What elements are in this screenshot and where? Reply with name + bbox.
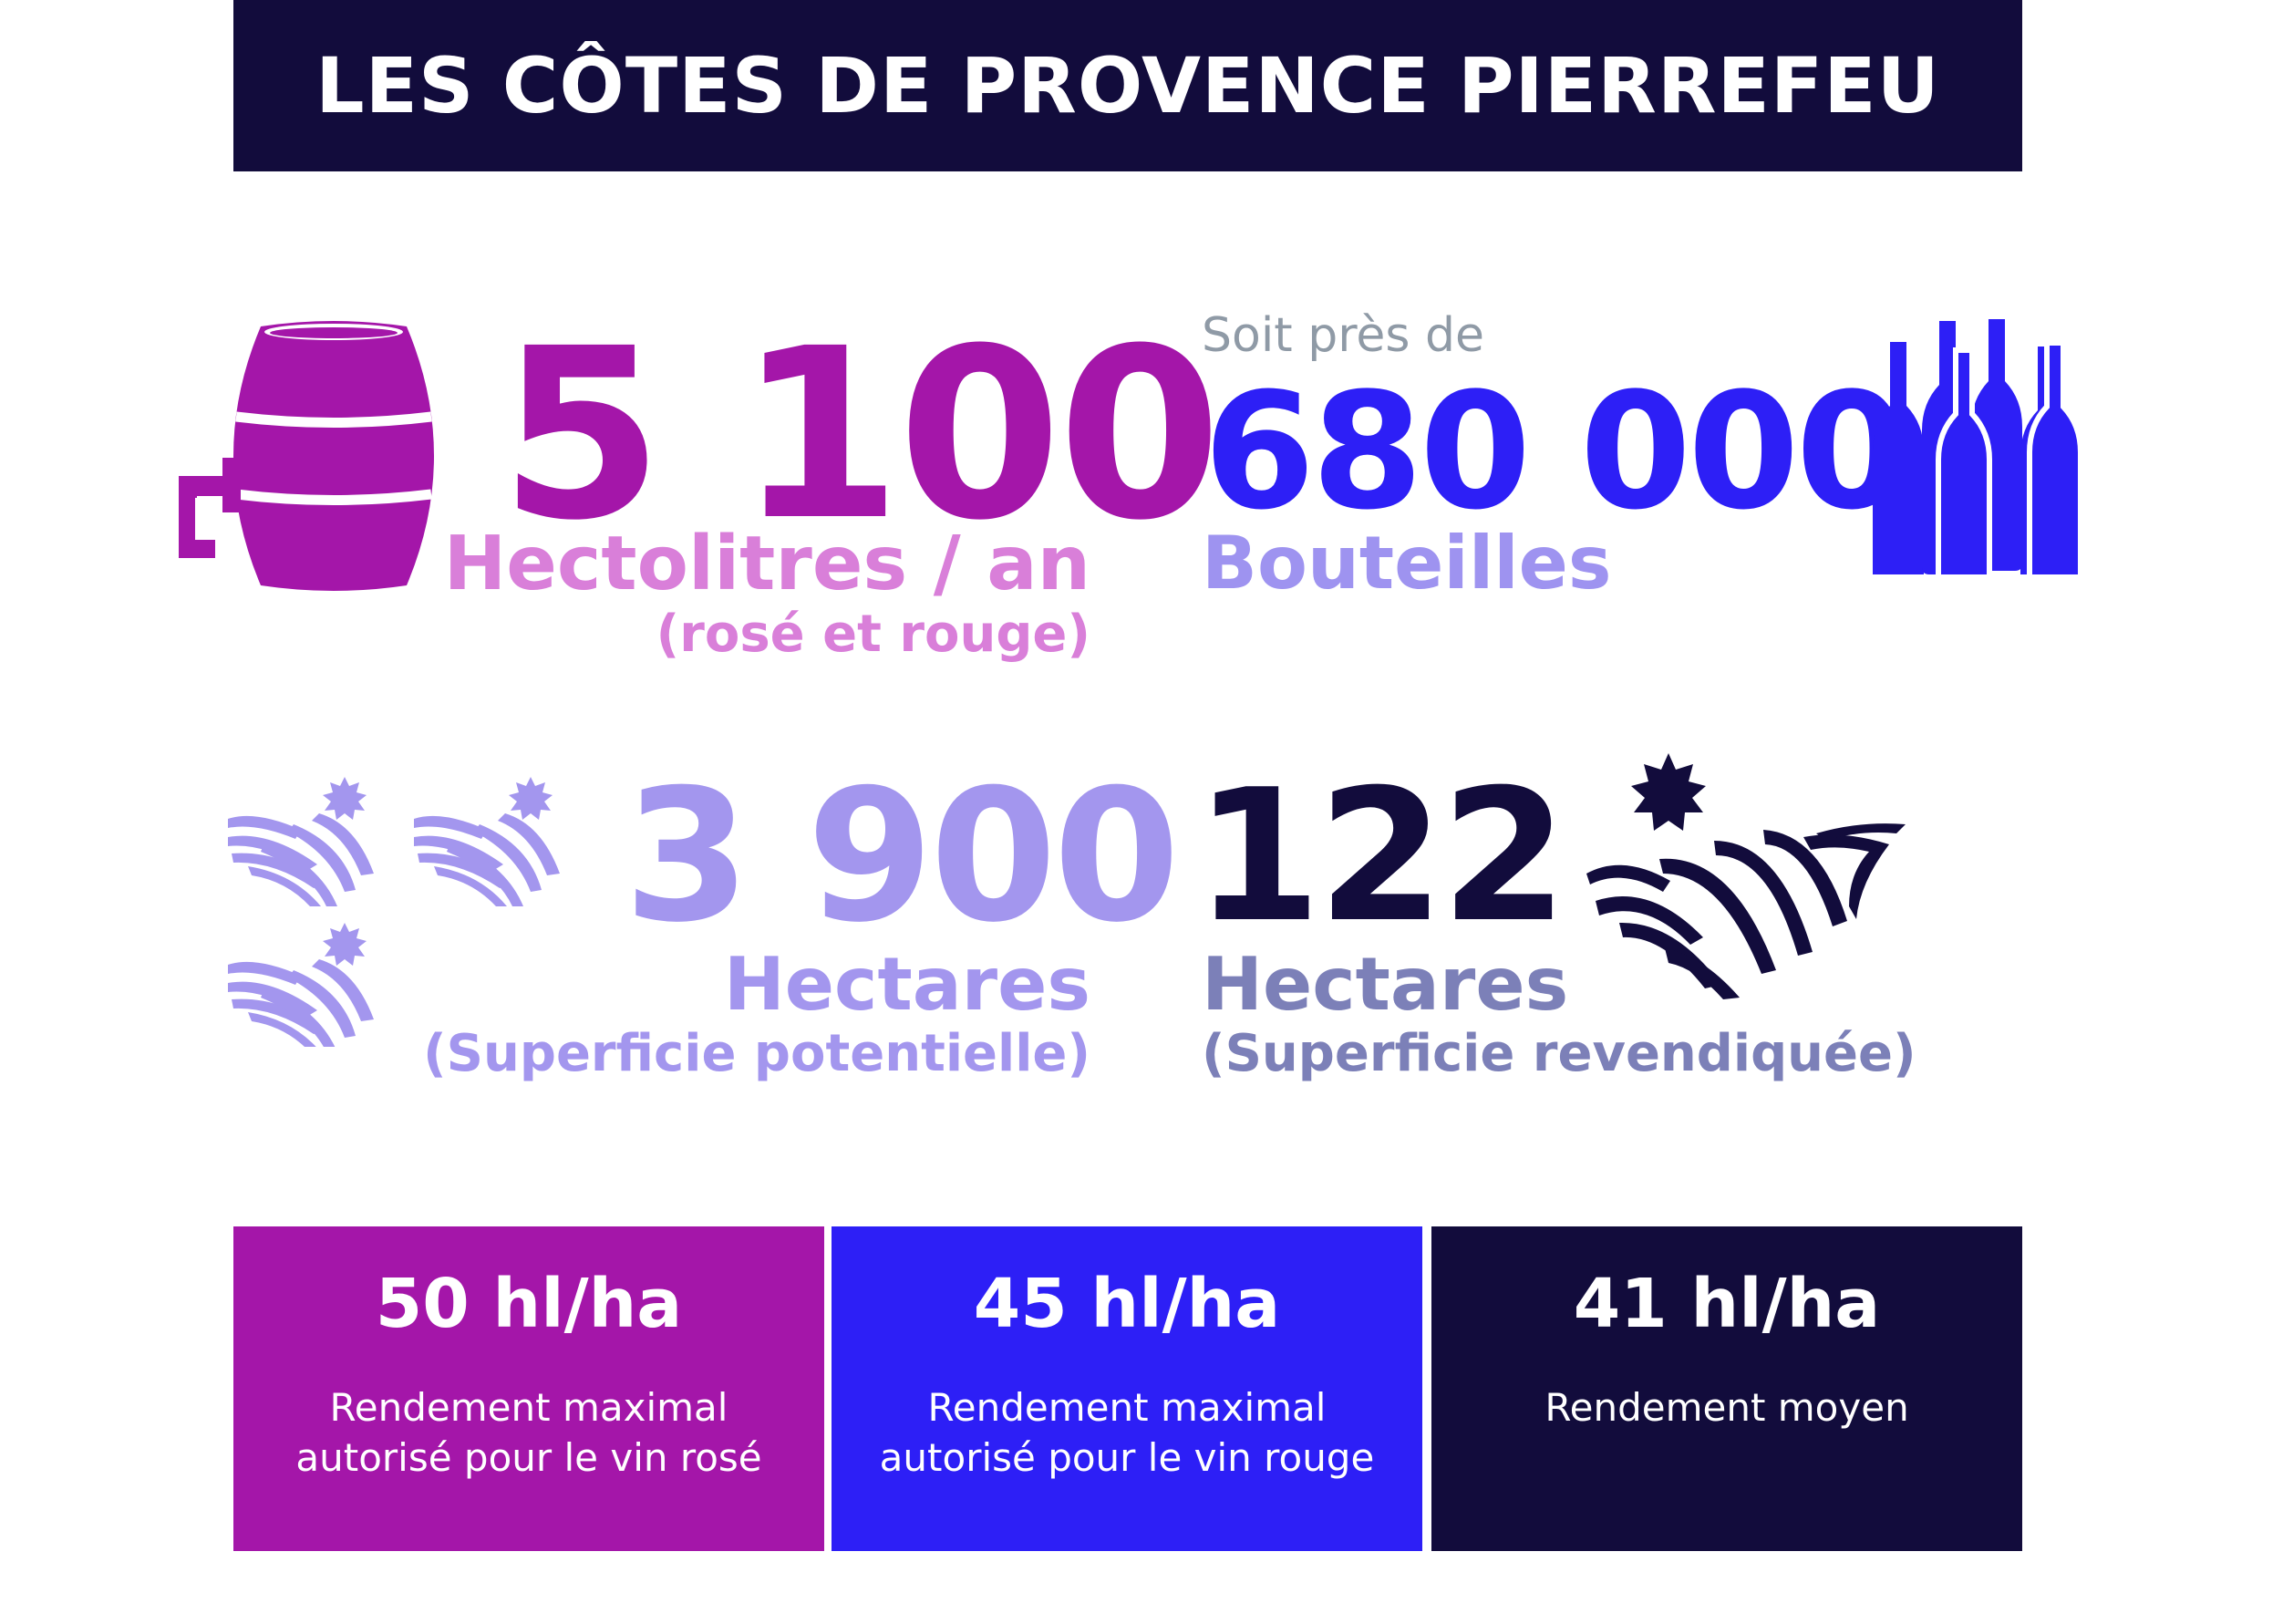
yield-caption: Rendement maximal autorisé pour le vin r…: [880, 1383, 1375, 1483]
yield-caption-line: autorisé pour le vin rosé: [295, 1434, 762, 1480]
yield-caption-line: Rendement moyen: [1544, 1385, 1909, 1430]
wine-bottles-icon: [1873, 319, 2082, 574]
potential-area-unit: Hectares: [723, 942, 1090, 1027]
yield-box-average: 41 hl/ha Rendement moyen: [1431, 1226, 2022, 1551]
vineyard-fields-icon: [228, 777, 560, 1047]
volume-value: 5 100: [500, 298, 1222, 572]
bottles-value: 680 000: [1203, 358, 1907, 545]
claimed-area-unit: Hectares: [1202, 942, 1569, 1027]
yield-caption: Rendement moyen: [1544, 1383, 1908, 1433]
bottles-prefix: Soit près de: [1202, 308, 1485, 363]
yield-value: 41 hl/ha: [1573, 1265, 1881, 1343]
page-title: LES CÔTES DE PROVENCE PIERREFEU: [315, 41, 1940, 130]
yield-box-rose: 50 hl/ha Rendement maximal autorisé pour…: [233, 1226, 824, 1551]
yield-value: 45 hl/ha: [973, 1265, 1281, 1343]
yield-box-red: 45 hl/ha Rendement maximal autorisé pour…: [832, 1226, 1422, 1551]
yield-value: 50 hl/ha: [375, 1265, 683, 1343]
potential-area-value: 3 900: [624, 750, 1180, 963]
volume-note: (rosé et rouge): [656, 605, 1090, 664]
claimed-area-note: (Superficie revendiquée): [1202, 1024, 1916, 1083]
title-banner: LES CÔTES DE PROVENCE PIERREFEU: [233, 0, 2022, 171]
yield-caption-line: autorisé pour le vin rouge: [879, 1434, 1375, 1480]
yield-caption: Rendement maximal autorisé pour le vin r…: [295, 1383, 761, 1483]
vineyard-sun-icon: [1586, 753, 1906, 999]
claimed-area-value: 122: [1194, 750, 1567, 963]
potential-area-note: (Superficie potentielle): [423, 1024, 1090, 1083]
yield-caption-line: Rendement maximal: [329, 1385, 728, 1430]
barrel-icon: [179, 321, 434, 591]
bottles-unit: Bouteilles: [1202, 521, 1612, 605]
yield-caption-line: Rendement maximal: [927, 1385, 1327, 1430]
volume-unit: Hectolitres / an: [443, 521, 1090, 607]
